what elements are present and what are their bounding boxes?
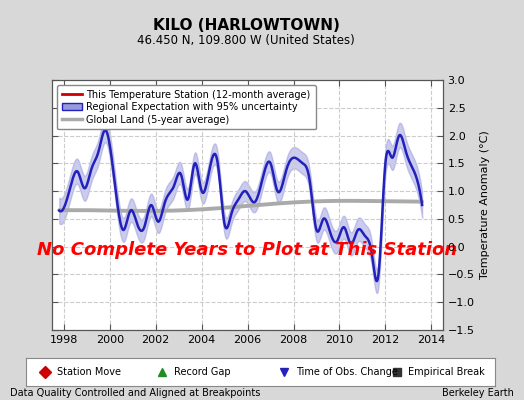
Text: 46.450 N, 109.800 W (United States): 46.450 N, 109.800 W (United States) (137, 34, 355, 47)
Text: Empirical Break: Empirical Break (408, 367, 485, 377)
Legend: This Temperature Station (12-month average), Regional Expectation with 95% uncer: This Temperature Station (12-month avera… (57, 85, 315, 130)
Text: KILO (HARLOWTOWN): KILO (HARLOWTOWN) (153, 18, 340, 33)
Text: Time of Obs. Change: Time of Obs. Change (296, 367, 398, 377)
Text: No Complete Years to Plot at This Station: No Complete Years to Plot at This Statio… (37, 241, 458, 259)
Y-axis label: Temperature Anomaly (°C): Temperature Anomaly (°C) (480, 131, 490, 279)
Text: Data Quality Controlled and Aligned at Breakpoints: Data Quality Controlled and Aligned at B… (10, 388, 261, 398)
Text: Record Gap: Record Gap (174, 367, 231, 377)
Text: Berkeley Earth: Berkeley Earth (442, 388, 514, 398)
Text: Station Move: Station Move (57, 367, 121, 377)
